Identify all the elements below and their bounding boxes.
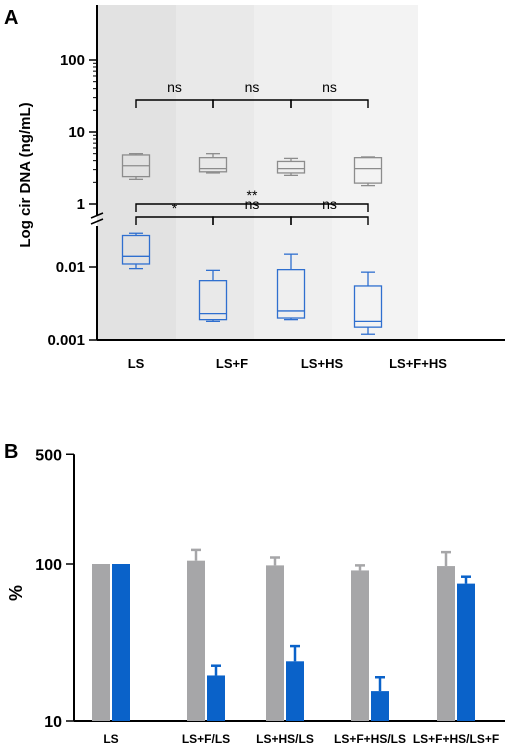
bar-gray-3 — [266, 565, 284, 721]
b-ytick-label: 100 — [35, 557, 62, 574]
panel-b-y-axis-label: % — [6, 585, 26, 601]
bracket-label: ns — [322, 79, 337, 95]
significance-bracket: ** — [135, 187, 369, 212]
a-ytick-label: 100 — [60, 52, 85, 69]
bracket-label: ns — [245, 196, 260, 212]
bracket-label: ns — [322, 196, 337, 212]
box-blue-4 — [353, 271, 383, 335]
b-xtick-1: LS — [103, 732, 118, 746]
bar-blue-5 — [457, 583, 475, 721]
box-blue-1 — [121, 232, 151, 270]
bar-gray-1 — [92, 564, 110, 721]
significance-bracket: ns — [290, 196, 369, 225]
bar-gray-2 — [187, 560, 205, 721]
b-ytick-label: 500 — [35, 447, 62, 464]
b-ytick-label: 10 — [44, 714, 62, 731]
b-xtick-4: LS+F+HS/LS — [334, 732, 406, 746]
panel-a-y-axis: 100 10 1 0.01 0.001 — [47, 5, 505, 349]
box-blue-2 — [198, 269, 228, 323]
a-xtick-1: LS — [128, 356, 145, 371]
box-gray-4 — [353, 156, 383, 187]
a-xtick-4: LS+F+HS — [389, 356, 447, 371]
shade-band-4 — [332, 5, 418, 340]
bracket-label: * — [172, 200, 178, 216]
panel-a-significance: ns ns ns*** ns ns — [135, 79, 369, 225]
a-axis-break-mark-2 — [90, 218, 104, 225]
bracket-label: ns — [245, 79, 260, 95]
panel-a-letter: A — [4, 7, 18, 29]
panel-a: A Log cir DNA (ng/mL) 100 10 1 0.01 0.001 ns… — [4, 5, 505, 371]
bracket-line — [290, 99, 369, 108]
bar-blue-4 — [371, 691, 389, 721]
bar-blue-1 — [112, 564, 130, 721]
shade-band-1 — [97, 5, 176, 340]
bar-gray-5 — [437, 566, 455, 721]
bar-blue-3 — [286, 661, 304, 721]
box-blue-3 — [276, 253, 306, 321]
a-ytick-label: 0.01 — [56, 259, 85, 276]
box-iqr — [353, 285, 383, 328]
box-iqr — [121, 234, 151, 265]
box-iqr — [198, 157, 228, 173]
panel-a-boxes — [121, 153, 383, 335]
b-xtick-2: LS+F/LS — [182, 732, 230, 746]
a-ytick-label: 1 — [77, 196, 85, 213]
a-xtick-2: LS+F — [216, 356, 248, 371]
b-xtick-3: LS+HS/LS — [256, 732, 314, 746]
a-axis-break-mark-1 — [90, 212, 104, 219]
a-xtick-3: LS+HS — [301, 356, 344, 371]
panel-b-letter: B — [4, 441, 18, 463]
box-iqr — [353, 157, 383, 184]
bar-blue-2 — [207, 675, 225, 721]
panel-b: B % 500 100 10 LS LS+F/LS LS+HS/LS LS+F+HS… — [4, 441, 505, 746]
panel-a-y-axis-label: Log cir DNA (ng/mL) — [17, 102, 34, 247]
box-gray-1 — [121, 153, 151, 180]
box-iqr — [198, 280, 228, 321]
bracket-label: ** — [247, 187, 258, 203]
box-gray-3 — [276, 157, 306, 176]
box-gray-2 — [198, 153, 228, 174]
bracket-line — [135, 203, 369, 212]
significance-bracket: ns — [290, 79, 369, 108]
b-xtick-5: LS+F+HS/LS+F — [413, 732, 499, 746]
bracket-label: ns — [167, 79, 182, 95]
box-iqr — [276, 268, 306, 319]
a-ytick-label: 10 — [68, 124, 85, 141]
box-iqr — [276, 160, 306, 174]
panel-b-bars — [92, 548, 475, 721]
a-ytick-label: 0.001 — [47, 332, 85, 349]
bar-gray-4 — [351, 570, 369, 721]
bracket-line — [290, 216, 369, 225]
